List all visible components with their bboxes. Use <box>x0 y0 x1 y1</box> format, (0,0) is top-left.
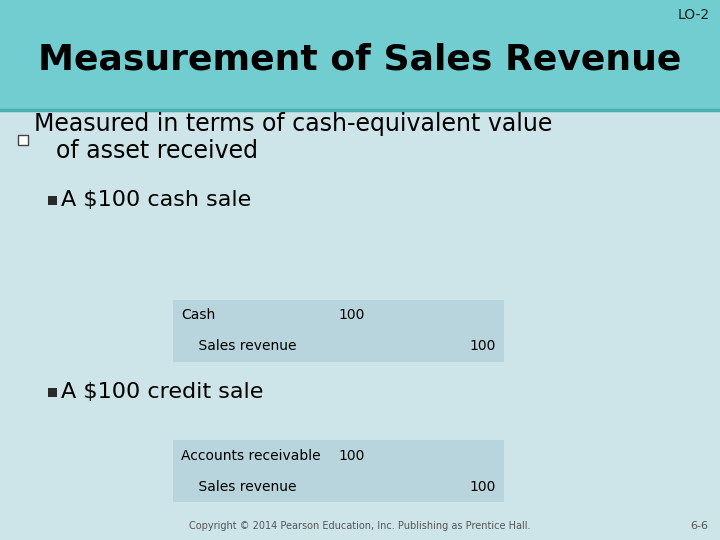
Text: 100: 100 <box>338 449 365 463</box>
Text: Cash: Cash <box>181 308 215 322</box>
Text: of asset received: of asset received <box>56 138 258 163</box>
Bar <box>173 440 504 502</box>
Text: 100: 100 <box>469 480 496 494</box>
Text: Measured in terms of cash-equivalent value: Measured in terms of cash-equivalent val… <box>34 112 552 136</box>
Text: A $100 cash sale: A $100 cash sale <box>61 190 251 210</box>
Text: LO-2: LO-2 <box>678 8 710 22</box>
Text: 6-6: 6-6 <box>690 521 708 531</box>
Text: A $100 credit sale: A $100 credit sale <box>61 382 264 402</box>
Bar <box>173 300 504 362</box>
Text: 100: 100 <box>338 308 365 322</box>
Bar <box>48 388 57 397</box>
Text: Sales revenue: Sales revenue <box>181 480 297 494</box>
Text: Measurement of Sales Revenue: Measurement of Sales Revenue <box>38 42 682 76</box>
Text: Copyright © 2014 Pearson Education, Inc. Publishing as Prentice Hall.: Copyright © 2014 Pearson Education, Inc.… <box>189 521 531 531</box>
Text: Sales revenue: Sales revenue <box>181 339 297 353</box>
Text: 100: 100 <box>469 339 496 353</box>
Bar <box>18 135 28 145</box>
Text: Accounts receivable: Accounts receivable <box>181 449 320 463</box>
Bar <box>48 196 57 205</box>
Bar <box>0 0 720 110</box>
